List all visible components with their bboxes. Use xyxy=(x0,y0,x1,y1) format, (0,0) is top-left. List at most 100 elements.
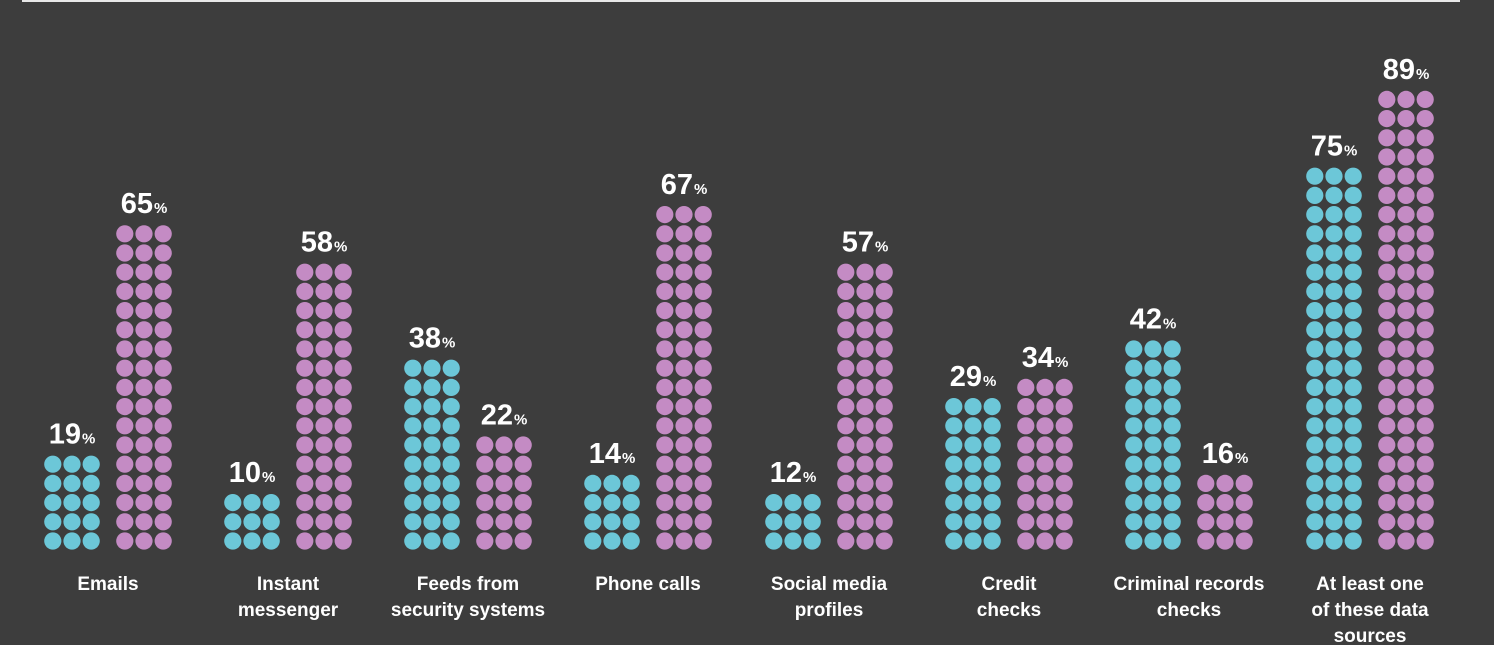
data-dot xyxy=(1397,244,1415,262)
data-dot xyxy=(1378,167,1396,185)
data-dot xyxy=(945,494,963,512)
data-dot xyxy=(983,455,1001,473)
data-dot xyxy=(442,532,460,550)
data-dot xyxy=(315,378,333,396)
data-dot xyxy=(154,417,172,435)
data-dot xyxy=(1378,244,1396,262)
data-dot xyxy=(1216,494,1234,512)
data-dot xyxy=(1416,340,1434,358)
data-dot xyxy=(423,378,441,396)
data-dot xyxy=(603,494,621,512)
data-dot xyxy=(116,532,134,550)
data-dot xyxy=(63,455,81,473)
data-dot xyxy=(334,359,352,377)
data-dot xyxy=(315,359,333,377)
data-dot xyxy=(63,494,81,512)
data-dot xyxy=(135,455,153,473)
data-dot xyxy=(1163,417,1181,435)
data-dot xyxy=(1378,206,1396,224)
data-dot xyxy=(334,340,352,358)
data-dot xyxy=(135,494,153,512)
data-dot xyxy=(1325,455,1343,473)
data-dot xyxy=(803,494,821,512)
data-dot xyxy=(694,263,712,281)
data-dot xyxy=(135,417,153,435)
data-dot xyxy=(1036,436,1054,454)
data-dot xyxy=(803,532,821,550)
data-dot xyxy=(1416,225,1434,243)
data-dot xyxy=(1306,359,1324,377)
data-dot xyxy=(1144,532,1162,550)
data-dot xyxy=(837,532,855,550)
data-dot xyxy=(694,532,712,550)
data-dot xyxy=(837,302,855,320)
data-dot xyxy=(1306,455,1324,473)
data-dot xyxy=(803,513,821,531)
data-dot xyxy=(315,417,333,435)
data-dot xyxy=(1378,417,1396,435)
data-dot xyxy=(675,359,693,377)
data-dot xyxy=(837,398,855,416)
data-dot xyxy=(1416,378,1434,396)
data-dot xyxy=(442,455,460,473)
data-dot xyxy=(1144,474,1162,492)
data-dot xyxy=(243,532,261,550)
data-dot xyxy=(603,513,621,531)
data-dot xyxy=(837,455,855,473)
data-dot xyxy=(837,474,855,492)
data-dot xyxy=(656,398,674,416)
data-dot xyxy=(1125,494,1143,512)
data-dot xyxy=(514,494,532,512)
data-dot xyxy=(1144,340,1162,358)
data-dot xyxy=(334,513,352,531)
data-dot xyxy=(154,455,172,473)
data-dot xyxy=(1344,359,1362,377)
data-dot xyxy=(154,359,172,377)
data-dot xyxy=(1378,90,1396,108)
data-dot xyxy=(514,513,532,531)
data-dot xyxy=(1125,359,1143,377)
data-dot xyxy=(44,474,62,492)
data-dot xyxy=(1235,494,1253,512)
data-dot xyxy=(315,474,333,492)
data-dot xyxy=(1378,225,1396,243)
data-dot xyxy=(1397,282,1415,300)
data-dot xyxy=(1216,474,1234,492)
data-dot xyxy=(296,378,314,396)
data-dot xyxy=(1017,378,1035,396)
data-dot xyxy=(656,378,674,396)
data-dot xyxy=(983,436,1001,454)
data-dot xyxy=(404,359,422,377)
data-dot xyxy=(1325,513,1343,531)
data-dot xyxy=(315,455,333,473)
data-dot xyxy=(765,494,783,512)
data-dot xyxy=(784,513,802,531)
data-dot xyxy=(1378,148,1396,166)
data-dot xyxy=(1325,359,1343,377)
data-dot xyxy=(1344,244,1362,262)
data-dot xyxy=(1325,436,1343,454)
data-dot xyxy=(1017,494,1035,512)
data-dot xyxy=(1378,378,1396,396)
data-dot xyxy=(334,302,352,320)
data-dot xyxy=(964,474,982,492)
data-dot xyxy=(1397,90,1415,108)
data-dot xyxy=(1397,321,1415,339)
data-dot xyxy=(1416,436,1434,454)
data-dot xyxy=(675,282,693,300)
data-dot xyxy=(1055,436,1073,454)
data-dot xyxy=(675,494,693,512)
data-dot xyxy=(1416,494,1434,512)
data-dot xyxy=(1325,302,1343,320)
data-dot xyxy=(1306,494,1324,512)
data-dot xyxy=(694,436,712,454)
data-dot xyxy=(1144,417,1162,435)
data-dot xyxy=(1125,455,1143,473)
data-dot xyxy=(1306,302,1324,320)
data-dot xyxy=(1416,455,1434,473)
data-dot xyxy=(837,359,855,377)
category-label: Emails xyxy=(77,574,138,595)
data-dot xyxy=(875,436,893,454)
data-dot xyxy=(116,474,134,492)
data-dot xyxy=(1397,359,1415,377)
